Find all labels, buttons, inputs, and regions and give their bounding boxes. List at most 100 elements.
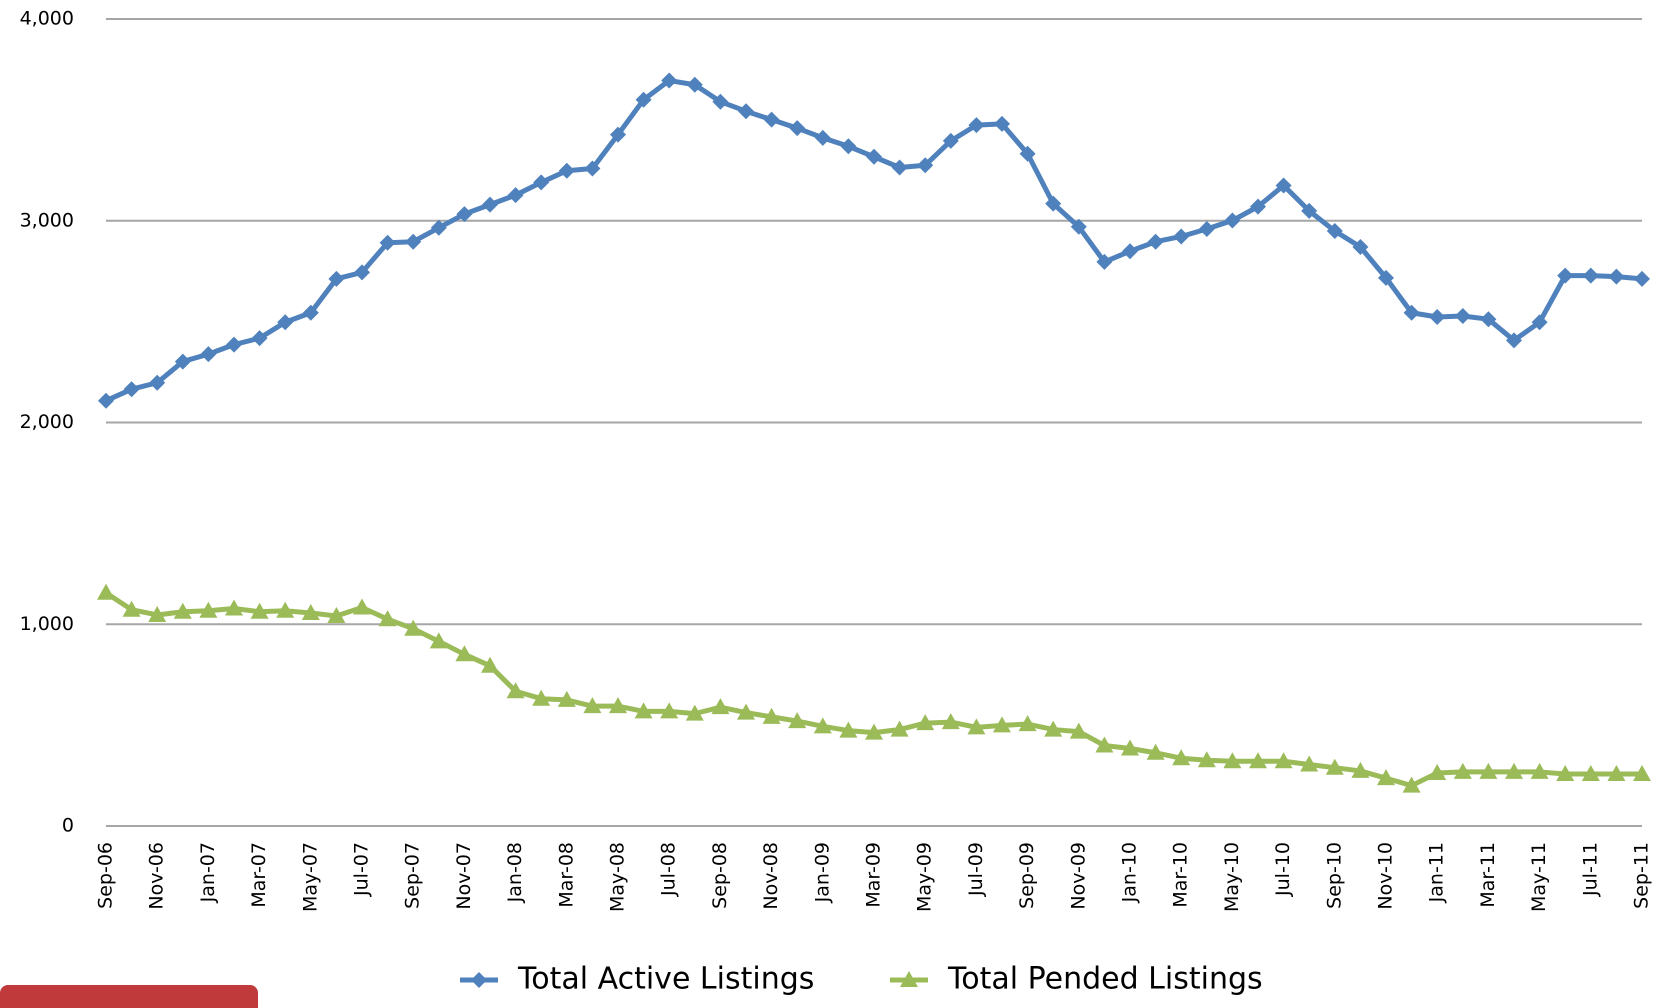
- legend-marker: [900, 971, 918, 987]
- data-point: [1198, 221, 1215, 238]
- x-tick-label: May-10: [1221, 842, 1243, 912]
- data-point: [1428, 763, 1447, 780]
- data-point: [1044, 720, 1063, 737]
- data-point: [533, 174, 550, 191]
- data-point: [634, 702, 653, 719]
- data-point: [482, 196, 498, 213]
- data-point: [609, 697, 627, 714]
- data-point: [1582, 267, 1599, 284]
- x-tick-label: Jan-07: [197, 842, 219, 903]
- data-point: [635, 91, 652, 108]
- x-tick-label: Mar-08: [555, 842, 577, 908]
- y-tick-label: 0: [62, 815, 74, 837]
- x-tick-label: Sep-11: [1631, 842, 1653, 909]
- data-point: [532, 689, 551, 706]
- data-point: [250, 602, 269, 619]
- data-point: [813, 717, 832, 734]
- x-tick-label: Jan-11: [1426, 842, 1448, 903]
- data-point: [891, 159, 908, 176]
- data-point: [789, 120, 806, 137]
- data-point: [685, 704, 704, 721]
- data-point: [1352, 238, 1369, 255]
- data-point: [711, 698, 730, 715]
- data-point: [1197, 751, 1216, 768]
- data-point: [1403, 304, 1420, 321]
- data-point: [558, 162, 575, 179]
- data-point: [1402, 776, 1421, 793]
- data-point: [149, 374, 166, 391]
- x-tick-label: Jul-07: [351, 842, 373, 897]
- y-tick-label: 1,000: [20, 613, 74, 635]
- data-point: [122, 600, 141, 617]
- data-point: [1146, 743, 1165, 760]
- data-point: [97, 583, 115, 600]
- data-point: [1378, 269, 1394, 286]
- data-point: [1633, 764, 1651, 781]
- data-point: [1556, 764, 1575, 781]
- decorative-tab: [0, 985, 258, 1008]
- data-point: [994, 115, 1010, 132]
- x-tick-label: Mar-10: [1170, 842, 1192, 908]
- data-point: [455, 645, 474, 662]
- data-point: [1325, 758, 1344, 775]
- data-point: [1121, 739, 1139, 756]
- data-point: [840, 138, 857, 155]
- data-point: [917, 157, 934, 174]
- data-point: [302, 304, 319, 321]
- data-point: [98, 392, 114, 409]
- data-point: [354, 264, 370, 281]
- data-point: [1070, 218, 1087, 235]
- data-point: [1018, 715, 1037, 732]
- x-tick-label: Mar-09: [863, 842, 885, 908]
- x-tick-label: Nov-09: [1067, 842, 1089, 910]
- data-point: [378, 610, 397, 627]
- data-point: [174, 353, 191, 370]
- data-point: [1301, 202, 1318, 219]
- data-point: [123, 381, 140, 398]
- data-point: [481, 656, 499, 673]
- data-point: [327, 606, 346, 623]
- y-tick-label: 3,000: [20, 209, 74, 231]
- data-point: [1069, 722, 1088, 739]
- data-point: [865, 723, 883, 740]
- x-tick-label: Sep-07: [402, 842, 424, 909]
- data-point: [942, 132, 959, 149]
- data-point: [1581, 764, 1600, 781]
- data-point: [507, 187, 524, 204]
- data-point: [762, 707, 781, 724]
- data-point: [430, 219, 447, 236]
- data-point: [1300, 755, 1319, 772]
- data-point: [1250, 198, 1266, 215]
- data-point: [199, 601, 218, 618]
- data-point: [610, 126, 626, 143]
- y-tick-label: 4,000: [20, 8, 74, 30]
- x-tick-label: Jan-09: [811, 842, 833, 903]
- x-tick-label: Sep-10: [1323, 842, 1345, 909]
- data-point: [276, 601, 295, 618]
- data-point: [429, 632, 448, 649]
- legend-label: Total Pended Listings: [947, 962, 1263, 997]
- data-point: [200, 346, 217, 363]
- x-tick-label: Jul-10: [1272, 842, 1294, 897]
- data-point: [967, 718, 986, 735]
- x-tick-label: Nov-08: [760, 842, 782, 910]
- x-tick-label: Nov-06: [146, 842, 168, 910]
- x-tick-label: May-08: [607, 842, 629, 912]
- data-point: [404, 619, 423, 636]
- data-point: [1557, 267, 1574, 284]
- data-point: [712, 93, 729, 110]
- data-point: [1505, 762, 1523, 779]
- data-point: [1173, 228, 1190, 245]
- data-point: [737, 703, 755, 720]
- data-point: [379, 234, 396, 251]
- data-point: [1453, 762, 1472, 779]
- data-point: [1147, 233, 1164, 250]
- data-point: [1480, 311, 1497, 328]
- data-point: [1454, 307, 1471, 324]
- x-tick-label: Jul-11: [1579, 842, 1601, 897]
- data-point: [788, 712, 807, 729]
- data-point: [1096, 253, 1113, 270]
- data-point: [839, 721, 858, 738]
- data-point: [1326, 223, 1343, 240]
